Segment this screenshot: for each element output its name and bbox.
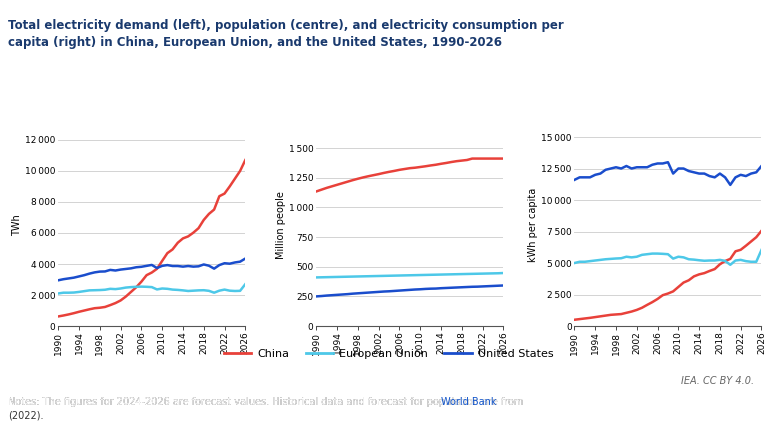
Y-axis label: Million people: Million people	[276, 191, 286, 259]
Y-axis label: TWh: TWh	[12, 214, 23, 236]
Text: World Bank: World Bank	[441, 397, 497, 407]
Text: Notes: The figures for 2024-2026 are forecast values. Historical data and foreca: Notes: The figures for 2024-2026 are for…	[8, 397, 526, 407]
Legend: China, European Union, United States: China, European Union, United States	[219, 344, 558, 363]
Text: IEA. CC BY 4.0.: IEA. CC BY 4.0.	[681, 376, 754, 386]
Y-axis label: kWh per capita: kWh per capita	[528, 188, 538, 263]
Text: Notes: The figures for 2024-2026 are forecast values. Historical data and foreca: Notes: The figures for 2024-2026 are for…	[8, 397, 582, 407]
Text: (2022).: (2022).	[8, 411, 44, 421]
Text: Total electricity demand (left), population (centre), and electricity consumptio: Total electricity demand (left), populat…	[8, 19, 563, 49]
